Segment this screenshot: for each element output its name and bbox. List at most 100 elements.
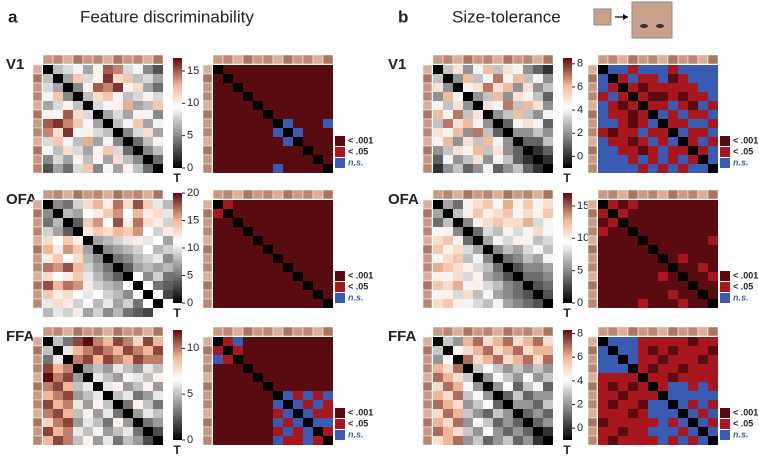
significance-cell xyxy=(313,355,323,364)
legend-swatch xyxy=(720,158,730,168)
significance-cell xyxy=(648,200,658,209)
heatmap-cell xyxy=(463,373,473,382)
heatmap-cell xyxy=(123,101,133,110)
thumbnail xyxy=(202,363,213,374)
heatmap-cell xyxy=(523,128,533,137)
significance-cell xyxy=(608,391,618,400)
heatmap-cell xyxy=(113,155,123,164)
heatmap-cell xyxy=(83,308,93,317)
significance-cell xyxy=(243,200,253,209)
significance-cell xyxy=(313,74,323,83)
heatmap-cell xyxy=(83,164,93,173)
heatmap-cell xyxy=(513,382,523,391)
heatmap-cell xyxy=(503,101,513,110)
heatmap-cell xyxy=(143,227,153,236)
significance-cell xyxy=(263,164,273,173)
heatmap-cell xyxy=(463,74,473,83)
thumbnail xyxy=(32,435,43,446)
heatmap-cell xyxy=(523,409,533,418)
heatmap-cell xyxy=(433,245,443,254)
colorbar-tick-label: 0 xyxy=(187,434,193,446)
significance-cell xyxy=(313,418,323,427)
diagonal-cell xyxy=(213,200,223,209)
thumbnail xyxy=(522,54,534,65)
heatmap-cell xyxy=(533,418,543,427)
heatmap-cell xyxy=(133,92,143,101)
significance-cell xyxy=(213,290,223,299)
heatmap-cell xyxy=(43,272,53,281)
diagonal-cell xyxy=(638,236,648,245)
heatmap-cell xyxy=(83,146,93,155)
significance-cell xyxy=(243,164,253,173)
heatmap-cell xyxy=(93,200,103,209)
significance-cell xyxy=(648,83,658,92)
heatmap-cell xyxy=(443,254,453,263)
thumbnail xyxy=(292,326,304,337)
colorbar-tick-label: 5 xyxy=(187,269,193,281)
significance-cell xyxy=(303,119,313,128)
heatmap-cell xyxy=(133,364,143,373)
thumbnail xyxy=(667,326,679,337)
heatmap-cell xyxy=(43,236,53,245)
small-face-icon xyxy=(593,8,612,26)
heatmap-cell xyxy=(113,337,123,346)
heatmap-cell xyxy=(133,308,143,317)
heatmap-cell xyxy=(63,164,73,173)
heatmap-cell xyxy=(443,436,453,445)
significance-cell xyxy=(688,391,698,400)
significance-cell xyxy=(698,110,708,119)
heatmap-cell xyxy=(503,218,513,227)
colorbar-label: T xyxy=(173,171,181,185)
heatmap-cell xyxy=(483,418,493,427)
colorbar-tick-label: 0 xyxy=(577,150,583,162)
heatmap-cell xyxy=(93,308,103,317)
heatmap-cell xyxy=(463,299,473,308)
heatmap-cell xyxy=(503,337,513,346)
significance-cell xyxy=(303,65,313,74)
heatmap-cell xyxy=(483,290,493,299)
diagonal-cell xyxy=(658,119,668,128)
heatmap-cell xyxy=(483,427,493,436)
heatmap-cell xyxy=(93,427,103,436)
legend-swatch xyxy=(335,419,345,429)
thumbnail xyxy=(587,100,598,111)
heatmap-cell xyxy=(473,128,483,137)
significance-cell xyxy=(618,65,628,74)
significance-cell xyxy=(253,281,263,290)
thumbnail xyxy=(647,189,659,200)
significance-cell xyxy=(618,427,628,436)
significance-cell xyxy=(608,281,618,290)
heatmap-cell xyxy=(503,236,513,245)
significance-cell xyxy=(313,137,323,146)
significance-cell xyxy=(618,409,628,418)
significance-cell xyxy=(678,400,688,409)
colorbar-tick-label: 5 xyxy=(187,130,193,142)
heatmap-cell xyxy=(533,299,543,308)
heatmap-cell xyxy=(503,409,513,418)
diagonal-cell xyxy=(708,436,718,445)
heatmap-cell xyxy=(103,65,113,74)
significance-cell xyxy=(618,164,628,173)
heatmap-cell xyxy=(133,155,143,164)
heatmap-cell xyxy=(453,137,463,146)
significance-cell xyxy=(628,346,638,355)
significance-cell xyxy=(263,236,273,245)
thumbnail xyxy=(587,271,598,282)
heatmap-cell xyxy=(453,281,463,290)
heatmap-cell xyxy=(433,382,443,391)
significance-cell xyxy=(323,355,333,364)
heatmap-cell xyxy=(533,355,543,364)
significance-cell xyxy=(243,355,253,364)
significance-cell xyxy=(688,65,698,74)
heatmap-cell xyxy=(523,119,533,128)
diagonal-cell xyxy=(628,92,638,101)
significance-cell xyxy=(598,245,608,254)
heatmap-cell xyxy=(73,137,83,146)
significance-cell xyxy=(688,245,698,254)
heatmap-cell xyxy=(543,382,553,391)
significance-cell xyxy=(618,436,628,445)
thumbnail xyxy=(232,326,244,337)
heatmap-cell xyxy=(83,92,93,101)
significance-cell xyxy=(293,427,303,436)
heatmap-cell xyxy=(53,290,63,299)
